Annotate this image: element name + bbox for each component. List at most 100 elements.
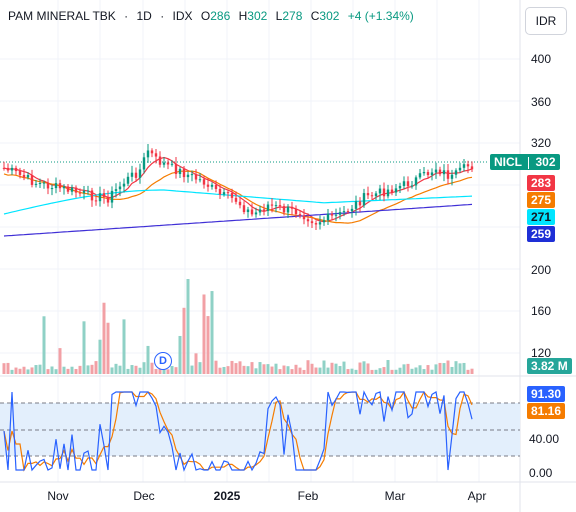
volume-bar <box>82 321 86 374</box>
volume-bar <box>70 366 74 374</box>
low-label: L <box>275 9 283 23</box>
candle-body <box>414 177 418 186</box>
symbol-name[interactable]: PAM MINERAL TBK <box>8 9 116 23</box>
candle-body <box>222 192 226 195</box>
candle-body <box>6 167 10 171</box>
volume-bar <box>342 361 346 374</box>
candle-body <box>430 172 434 176</box>
time-axis-label: Feb <box>297 489 319 503</box>
volume-bar <box>258 362 262 374</box>
exchange-label: IDX <box>172 9 193 23</box>
high-label: H <box>238 9 248 23</box>
volume-bar <box>466 369 470 374</box>
volume-bar <box>250 362 254 374</box>
volume-bar <box>262 364 266 374</box>
candle-body <box>130 172 134 177</box>
candle-body <box>402 181 406 186</box>
volume-bar <box>2 363 6 374</box>
price-axis-label: 400 <box>531 52 552 66</box>
volume-bar <box>310 363 314 374</box>
volume-bar <box>62 366 66 374</box>
candle-body <box>298 214 302 216</box>
volume-bar <box>218 367 222 374</box>
ma-fast-line <box>3 156 473 223</box>
volume-bar <box>58 348 62 374</box>
volume-bar <box>346 369 350 374</box>
candle-body <box>354 201 358 209</box>
volume-bar <box>450 366 454 374</box>
volume-bar <box>26 369 30 374</box>
candle-body <box>150 150 154 154</box>
volume-bar <box>350 368 354 374</box>
volume-bar <box>106 322 110 374</box>
candle-body <box>462 164 466 168</box>
candle-body <box>434 169 438 173</box>
close-value: 302 <box>319 9 340 23</box>
volume-bar <box>178 335 182 374</box>
volume-bar <box>10 369 14 374</box>
price-axis-label: 360 <box>531 95 552 109</box>
candle-body <box>374 193 378 197</box>
candle-body <box>194 174 198 180</box>
volume-bar <box>426 365 430 374</box>
dividend-marker-icon[interactable]: D <box>154 352 172 370</box>
candle-body <box>406 181 410 187</box>
volume-bar <box>22 366 26 374</box>
oscillator-axis-label: 0.00 <box>529 466 553 480</box>
volume-bar <box>334 363 338 374</box>
interval-label[interactable]: 1D <box>136 9 152 23</box>
volume-bar <box>402 364 406 374</box>
volume-bar <box>326 367 330 374</box>
symbol-price-tag: NICL 302 <box>490 154 560 170</box>
volume-bar <box>430 369 434 374</box>
candle-body <box>358 201 362 206</box>
volume-bar <box>138 367 142 374</box>
candle-body <box>230 192 234 198</box>
candle-body <box>22 174 26 178</box>
candle-body <box>118 186 122 190</box>
volume-bar <box>282 365 286 374</box>
volume-bar <box>390 369 394 374</box>
currency-button[interactable]: IDR <box>525 7 567 35</box>
price-axis-label: 160 <box>531 304 552 318</box>
volume-bar <box>190 365 194 374</box>
volume-bar <box>242 365 246 374</box>
volume-bar <box>454 361 458 374</box>
candle-body <box>398 185 402 189</box>
volume-bar <box>414 367 418 374</box>
candle-body <box>442 170 446 175</box>
volume-bar <box>226 366 230 374</box>
ma-badge-fast: 283 <box>527 175 556 191</box>
candle-body <box>110 190 114 203</box>
volume-bar <box>30 367 34 374</box>
volume-bar <box>46 369 50 374</box>
candle-body <box>126 176 130 184</box>
candle-body <box>334 214 338 216</box>
volume-bar <box>198 362 202 374</box>
volume-bar <box>214 360 218 374</box>
volume-bar <box>358 362 362 374</box>
candle-body <box>190 174 194 176</box>
time-axis-label: 2025 <box>213 489 241 503</box>
candle-body <box>74 187 78 193</box>
volume-bar <box>398 367 402 374</box>
volume-bar <box>318 367 322 374</box>
candle-body <box>378 188 382 194</box>
volume-bar <box>442 363 446 374</box>
candle-body <box>278 205 282 207</box>
candle-body <box>94 200 98 202</box>
low-value: 278 <box>282 9 303 23</box>
volume-bar <box>14 367 18 374</box>
oscillator-k-line <box>3 390 473 472</box>
candle-body <box>254 212 258 215</box>
volume-bar <box>170 366 174 374</box>
candle-body <box>318 222 322 225</box>
candle-body <box>54 183 58 189</box>
volume-bar <box>270 366 274 374</box>
volume-bar <box>410 368 414 374</box>
stochastic-oscillator <box>0 390 520 472</box>
volume-bar <box>254 368 258 374</box>
candle-body <box>370 195 374 197</box>
ticker-label: NICL <box>494 155 522 169</box>
